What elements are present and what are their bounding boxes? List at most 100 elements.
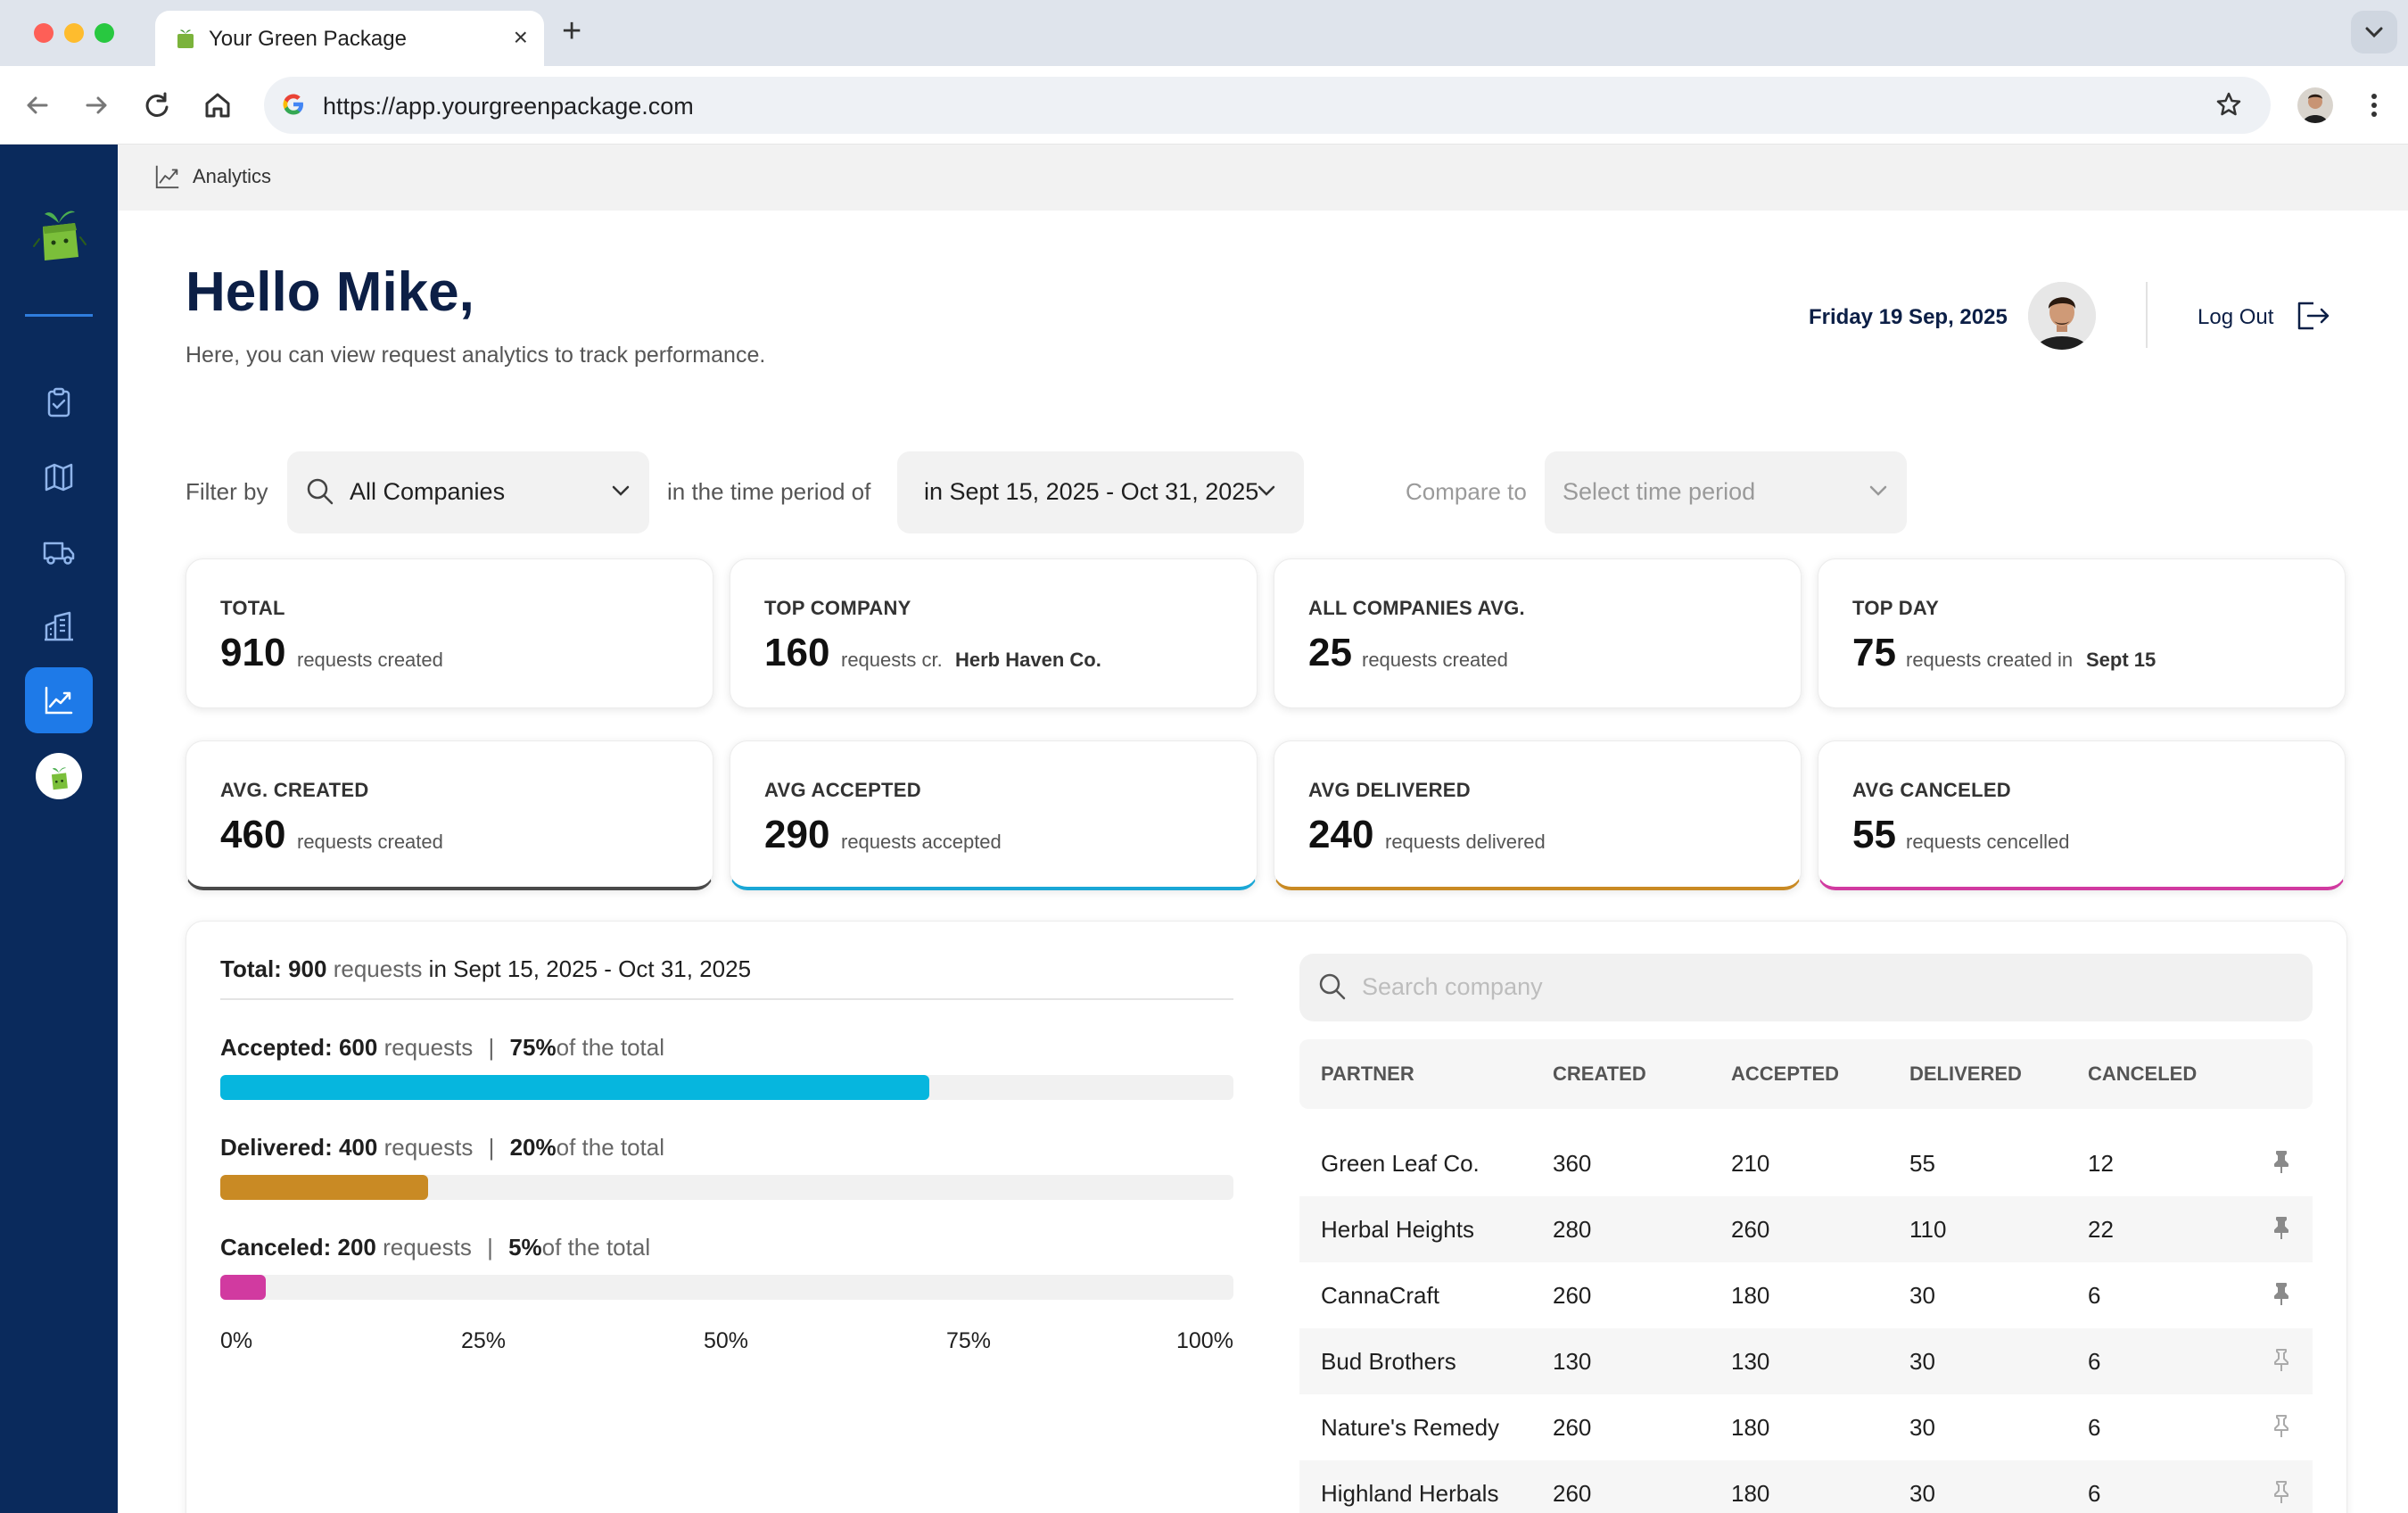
minimize-window-button[interactable] xyxy=(64,23,84,43)
pin-outline-icon[interactable] xyxy=(2268,1412,2295,1439)
sidebar-account-avatar[interactable] xyxy=(36,753,82,799)
sidebar-item-requests[interactable] xyxy=(25,369,93,435)
canceled-cell: 6 xyxy=(2088,1348,2101,1375)
card-value: 290 xyxy=(764,813,830,856)
table-row[interactable]: Highland Herbals 260 180 30 6 xyxy=(1299,1460,2313,1513)
sidebar xyxy=(0,145,118,1513)
logout-button[interactable]: Log Out xyxy=(2198,305,2274,329)
bar-delivered-label: Delivered: 400 requests | 20%of the tota… xyxy=(220,1134,665,1161)
table-row[interactable]: CannaCraft 260 180 30 6 xyxy=(1299,1262,2313,1328)
chevron-down-icon xyxy=(612,485,630,496)
company-search[interactable]: Search company xyxy=(1299,954,2313,1021)
back-icon[interactable] xyxy=(18,86,57,125)
summary-total-label: Total: xyxy=(220,955,282,982)
chevron-down-icon xyxy=(1258,485,1275,496)
column-header[interactable]: PARTNER xyxy=(1321,1062,1414,1085)
logout-icon[interactable] xyxy=(2294,298,2331,334)
close-window-button[interactable] xyxy=(34,23,54,43)
stat-card-avg-canceled: AVG CANCELED 55 requests cencelled xyxy=(1818,740,2346,890)
new-tab-button[interactable]: + xyxy=(562,12,582,50)
column-header[interactable]: CREATED xyxy=(1553,1062,1646,1085)
period-select[interactable]: in Sept 15, 2025 - Oct 31, 2025 xyxy=(897,451,1304,533)
pin-icon[interactable] xyxy=(2268,1148,2295,1175)
stat-card-avg-accepted: AVG ACCEPTED 290 requests accepted xyxy=(730,740,1258,890)
card-text: requests accepted xyxy=(841,831,1002,853)
bar-delivered-track xyxy=(220,1175,1233,1200)
bar-canceled-label: Canceled: 200 requests | 5%of the total xyxy=(220,1234,651,1261)
table-row[interactable]: Herbal Heights 280 260 110 22 xyxy=(1299,1196,2313,1262)
bar-accepted-label: Accepted: 600 requests | 75%of the total xyxy=(220,1034,664,1061)
forward-icon[interactable] xyxy=(77,86,116,125)
sidebar-item-analytics[interactable] xyxy=(25,667,93,733)
pin-outline-icon[interactable] xyxy=(2268,1346,2295,1373)
column-header[interactable]: CANCELED xyxy=(2088,1062,2198,1085)
bar-canceled-fill xyxy=(220,1275,267,1300)
card-label: TOP DAY xyxy=(1852,597,1940,619)
card-label: AVG. CREATED xyxy=(220,779,369,801)
column-header[interactable]: ACCEPTED xyxy=(1731,1062,1840,1085)
summary-total: Total: 900 requests in Sept 15, 2025 - O… xyxy=(220,955,751,983)
tab-search-button[interactable] xyxy=(2351,11,2397,54)
card-text: requests created in xyxy=(1906,649,2074,671)
delivered-cell: 30 xyxy=(1909,1282,1935,1309)
breadcrumb[interactable]: Analytics xyxy=(153,162,271,191)
card-value: 25 xyxy=(1308,631,1352,674)
bar-canceled-track xyxy=(220,1275,1233,1300)
bookmark-star-icon[interactable] xyxy=(2214,89,2244,120)
created-cell: 130 xyxy=(1553,1348,1592,1375)
reload-icon[interactable] xyxy=(137,86,177,125)
partner-cell: Green Leaf Co. xyxy=(1321,1150,1480,1177)
page-subtitle: Here, you can view request analytics to … xyxy=(186,343,766,368)
partner-cell: Nature's Remedy xyxy=(1321,1414,1500,1441)
created-cell: 260 xyxy=(1553,1414,1592,1441)
sidebar-item-map[interactable] xyxy=(25,444,93,510)
pin-icon[interactable] xyxy=(2268,1280,2295,1307)
search-placeholder: Search company xyxy=(1362,973,1543,1000)
tab-close-icon[interactable]: × xyxy=(513,23,528,51)
delivered-cell: 30 xyxy=(1909,1480,1935,1507)
browser-menu-icon[interactable] xyxy=(2365,86,2383,125)
axis-tick: 50% xyxy=(704,1328,749,1353)
chart-line-icon xyxy=(45,686,73,715)
pin-outline-icon[interactable] xyxy=(2268,1478,2295,1505)
browser-tab[interactable]: Your Green Package × xyxy=(155,11,544,66)
compare-select[interactable]: Select time period xyxy=(1545,451,1907,533)
clipboard-check-icon xyxy=(47,387,70,418)
browser-profile-avatar[interactable] xyxy=(2297,87,2333,123)
accepted-cell: 210 xyxy=(1731,1150,1770,1177)
home-icon[interactable] xyxy=(198,86,237,125)
card-label: AVG DELIVERED xyxy=(1308,779,1471,801)
summary-total-period: in Sept 15, 2025 - Oct 31, 2025 xyxy=(428,955,752,982)
sidebar-item-companies[interactable] xyxy=(25,594,93,660)
page-title: Hello Mike, xyxy=(186,261,474,323)
delivered-cell: 55 xyxy=(1909,1150,1935,1177)
card-value: 240 xyxy=(1308,813,1374,856)
address-bar[interactable]: https://app.yourgreenpackage.com xyxy=(264,77,2271,134)
company-select[interactable]: All Companies xyxy=(287,451,649,533)
card-value: 910 xyxy=(220,631,286,674)
card-label: ALL COMPANIES AVG. xyxy=(1308,597,1525,619)
card-text: requests created xyxy=(1362,649,1508,671)
table-row[interactable]: Nature's Remedy 260 180 30 6 xyxy=(1299,1394,2313,1460)
favicon-icon xyxy=(177,29,194,48)
user-avatar[interactable] xyxy=(2028,282,2096,350)
sidebar-item-delivery[interactable] xyxy=(25,519,93,585)
table-row[interactable]: Green Leaf Co. 360 210 55 12 xyxy=(1299,1130,2313,1196)
url-text: https://app.yourgreenpackage.com xyxy=(323,93,694,120)
stat-card-top-company: TOP COMPANY 160 requests cr. Herb Haven … xyxy=(730,558,1258,708)
app-logo[interactable] xyxy=(23,194,95,266)
delivered-cell: 30 xyxy=(1909,1348,1935,1375)
table-row[interactable]: Bud Brothers 130 130 30 6 xyxy=(1299,1328,2313,1394)
bar-delivered-fill xyxy=(220,1175,428,1200)
truck-icon xyxy=(43,542,75,565)
partner-cell: CannaCraft xyxy=(1321,1282,1439,1309)
accepted-cell: 260 xyxy=(1731,1216,1770,1243)
table-header: PARTNER CREATED ACCEPTED DELIVERED CANCE… xyxy=(1299,1039,2313,1109)
top-day-date: Sept 15 xyxy=(2086,649,2156,671)
maximize-window-button[interactable] xyxy=(95,23,114,43)
partner-cell: Herbal Heights xyxy=(1321,1216,1474,1243)
pin-icon[interactable] xyxy=(2268,1214,2295,1241)
building-icon xyxy=(45,611,73,641)
canceled-cell: 6 xyxy=(2088,1282,2101,1309)
column-header[interactable]: DELIVERED xyxy=(1909,1062,2022,1085)
